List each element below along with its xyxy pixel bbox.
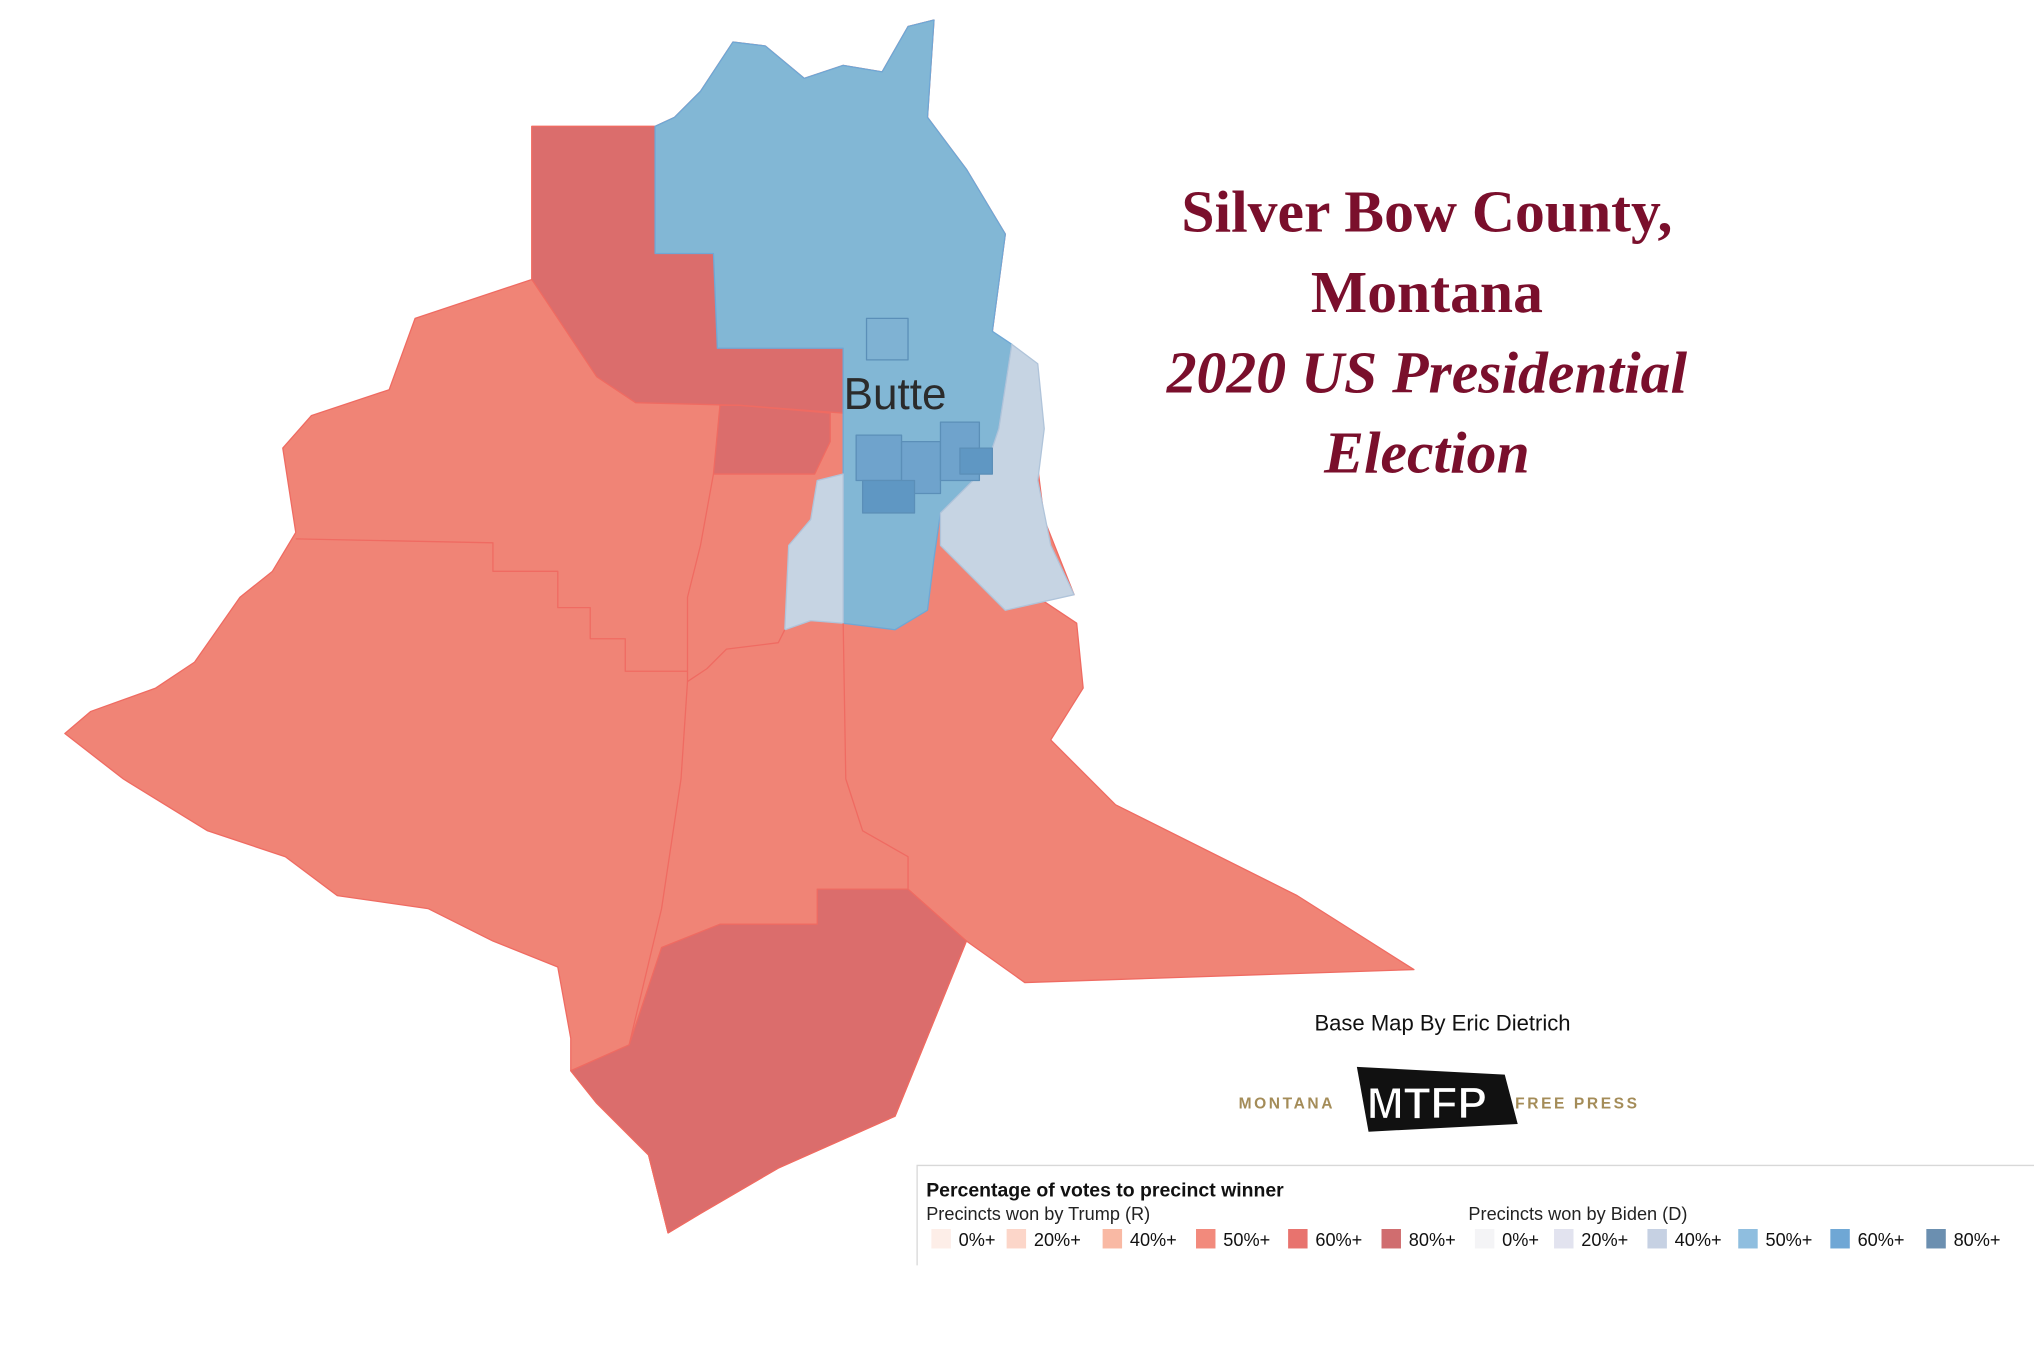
legend-border [916, 1164, 2034, 1266]
legend-swatch [931, 1229, 951, 1249]
place-label: Butte [844, 370, 947, 419]
legend-swatch [1738, 1229, 1758, 1249]
legend-swatch [1647, 1229, 1667, 1249]
legend: Percentage of votes to precinct winner P… [916, 1164, 2034, 1266]
title-line: Silver Bow County, [1181, 178, 1672, 244]
legend-label: 20%+ [1034, 1230, 1081, 1250]
precinct-area [865, 317, 909, 361]
boundary [842, 623, 909, 890]
boundary [295, 538, 688, 672]
title: Silver Bow County, Montana 2020 US Presi… [1166, 178, 1688, 485]
legend-swatch [1474, 1229, 1495, 1249]
legend-swatch [1102, 1229, 1123, 1249]
legend-label: 60%+ [1858, 1230, 1905, 1250]
precinct-area [959, 447, 994, 475]
legend-label: 60%+ [1315, 1230, 1362, 1250]
urban-precincts [855, 317, 994, 514]
precinct-area [861, 479, 916, 514]
logo: MONTANA MTFP FREE PRESS [1239, 1066, 1639, 1132]
logo-text: FREE PRESS [1515, 1095, 1639, 1112]
precinct-boundaries [295, 473, 909, 1045]
boundary [628, 681, 689, 1045]
legend-swatch [1554, 1229, 1574, 1249]
logo-shape [1356, 1066, 1518, 1132]
legend-label: 40%+ [1675, 1230, 1722, 1250]
logo-text: MONTANA [1239, 1095, 1335, 1112]
subtitle-line: Election [1323, 420, 1529, 486]
legend-group-title: Precincts won by Trump (R) [926, 1204, 1150, 1224]
precinct-area [712, 404, 831, 475]
legend-swatch [1926, 1229, 1946, 1249]
legend-label: 80%+ [1409, 1230, 1456, 1250]
legend-label: 0%+ [1502, 1230, 1539, 1250]
logo-mark: MTFP [1367, 1080, 1487, 1129]
legend-label: 0%+ [959, 1230, 996, 1250]
legend-title: Percentage of votes to precinct winner [926, 1180, 1284, 1202]
legend-swatch [1196, 1229, 1216, 1249]
legend-swatch [1381, 1229, 1401, 1249]
legend-label: 50%+ [1765, 1230, 1812, 1250]
precinct-area [784, 473, 844, 631]
legend-label: 40%+ [1130, 1230, 1177, 1250]
precinct-area [855, 434, 903, 482]
subtitle-line: 2020 US Presidential [1166, 339, 1688, 405]
legend-group-title: Precincts won by Biden (D) [1468, 1204, 1687, 1224]
legend-label: 20%+ [1581, 1230, 1628, 1250]
legend-swatch [1006, 1229, 1027, 1249]
title-line: Montana [1311, 259, 1543, 325]
credit: Base Map By Eric Dietrich [1314, 1011, 1570, 1036]
legend-label: 80%+ [1954, 1230, 2001, 1250]
legend-label: 50%+ [1223, 1230, 1270, 1250]
county-map [64, 19, 1415, 1234]
legend-swatch [1288, 1229, 1308, 1249]
precinct-area [570, 888, 968, 1234]
boundary [686, 473, 786, 683]
legend-swatch [1830, 1229, 1850, 1249]
